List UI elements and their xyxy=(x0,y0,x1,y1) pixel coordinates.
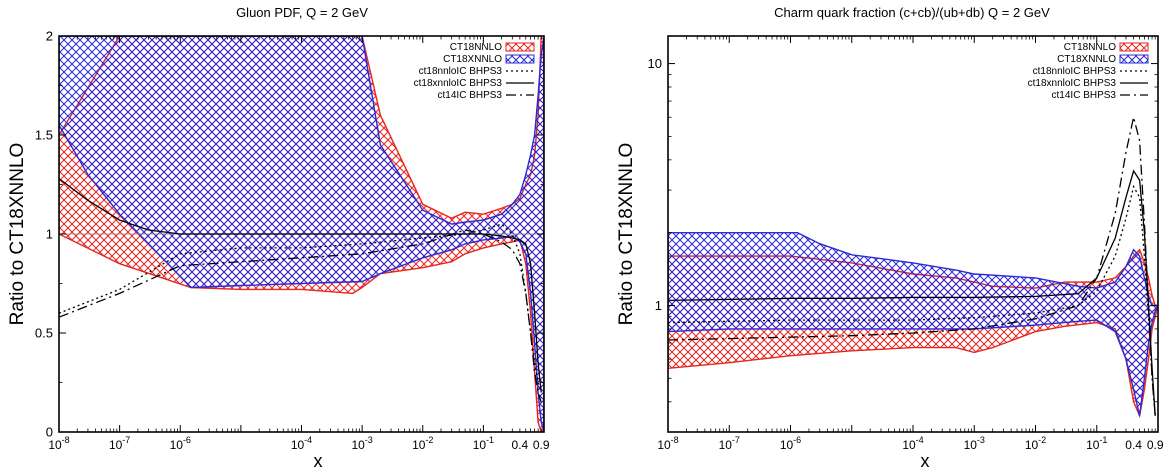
x-tick-label: 10-6 xyxy=(170,435,191,452)
x-axis-label: x xyxy=(921,451,930,471)
x-tick-label: 10-1 xyxy=(473,435,494,452)
x-tick-exponent: -6 xyxy=(183,435,191,445)
x-tick-label: 10-3 xyxy=(964,435,985,452)
x-tick-label: 10-7 xyxy=(109,435,130,452)
x-tick-label: 0.4 xyxy=(512,438,529,452)
legend-label: ct14IC BHPS3 xyxy=(1052,90,1117,101)
series-layer xyxy=(668,117,1156,416)
legend-label: CT18XNNLO xyxy=(1057,54,1116,65)
legend-swatch xyxy=(1119,42,1149,52)
chart-panel-gluon: Gluon PDF, Q = 2 GeV 1 0 -8 10-7 10-6 10-4 10-… xyxy=(7,5,550,471)
x-tick-exponent: -2 xyxy=(1038,435,1046,445)
x-tick-label: 10-2 xyxy=(412,435,433,452)
legend-label: CT18NNLO xyxy=(1064,42,1116,53)
bands-layer xyxy=(668,232,1158,419)
series-line-dashdot xyxy=(668,117,1156,416)
x-tick-label: 10-4 xyxy=(902,435,923,452)
legend-swatch xyxy=(1119,54,1149,64)
band-ct18xnnlo xyxy=(668,232,1158,416)
x-tick-label: 0.9 xyxy=(1147,438,1164,452)
x-tick-exponent: -7 xyxy=(732,435,740,445)
axes: 10-8 10-7 10-6 10-4 10-3 10-2 10-1 0.4 0.900.511… xyxy=(35,29,550,453)
legend-swatch xyxy=(505,54,535,64)
x-tick-exponent: -6 xyxy=(793,435,801,445)
x-tick-label: 10-3 xyxy=(351,435,372,452)
x-tick-label: 10-7 xyxy=(719,435,740,452)
legend-swatch xyxy=(505,42,535,52)
series-line-dotted xyxy=(59,223,542,393)
x-tick-label: 10-4 xyxy=(291,435,312,452)
legend-label: ct18xnnloIC BHPS3 xyxy=(1028,78,1117,89)
x-tick-exponent: -2 xyxy=(425,435,433,445)
y-tick-label: 1 xyxy=(655,298,662,313)
y-axis-label: Ratio to CT18XNNLO xyxy=(616,143,637,326)
x-tick-exponent: -3 xyxy=(977,435,985,445)
x-tick-exponent: -8 xyxy=(62,435,70,445)
x-tick-label: 10-8 xyxy=(657,435,678,452)
y-tick-label: 0.5 xyxy=(35,326,53,341)
x-tick-exponent: -4 xyxy=(916,435,924,445)
x-tick-exponent: -7 xyxy=(122,435,130,445)
chart-title: Charm quark fraction (c+cb)/(ub+db) Q = … xyxy=(774,5,1050,20)
x-tick-label: 10-1 xyxy=(1086,435,1107,452)
legend-label: CT18XNNLO xyxy=(443,54,502,65)
x-axis-label: x xyxy=(314,451,323,471)
legend-label: ct18nnloIC BHPS3 xyxy=(1033,66,1117,77)
x-tick-label: 10-6 xyxy=(780,435,801,452)
legend-label: CT18NNLO xyxy=(450,42,502,53)
x-tick-exponent: -1 xyxy=(486,435,494,445)
y-tick-label: 1.5 xyxy=(35,128,53,143)
y-tick-label: 0 xyxy=(46,425,53,440)
x-tick-exponent: -4 xyxy=(304,435,312,445)
y-tick-label: 2 xyxy=(46,29,53,44)
y-axis-label: Ratio to CT18XNNLO xyxy=(7,143,28,326)
x-tick-exponent: -1 xyxy=(1099,435,1107,445)
chart-panel-charm: Charm quark fraction (c+cb)/(ub+db) Q = … xyxy=(616,5,1164,471)
series-layer xyxy=(59,178,544,403)
chart-title: Gluon PDF, Q = 2 GeV xyxy=(236,5,368,20)
legend-label: ct18xnnloIC BHPS3 xyxy=(414,78,503,89)
x-tick-label: 10-2 xyxy=(1025,435,1046,452)
x-tick-label: 0.9 xyxy=(533,438,550,452)
legend-label: ct14IC BHPS3 xyxy=(438,90,503,101)
x-tick-exponent: -8 xyxy=(671,435,679,445)
x-tick-exponent: -3 xyxy=(365,435,373,445)
y-tick-label: 10 xyxy=(648,56,662,71)
legend-label: ct18nnloIC BHPS3 xyxy=(419,66,503,77)
y-tick-label: 1 xyxy=(46,227,53,242)
x-tick-label: 0.4 xyxy=(1125,438,1142,452)
